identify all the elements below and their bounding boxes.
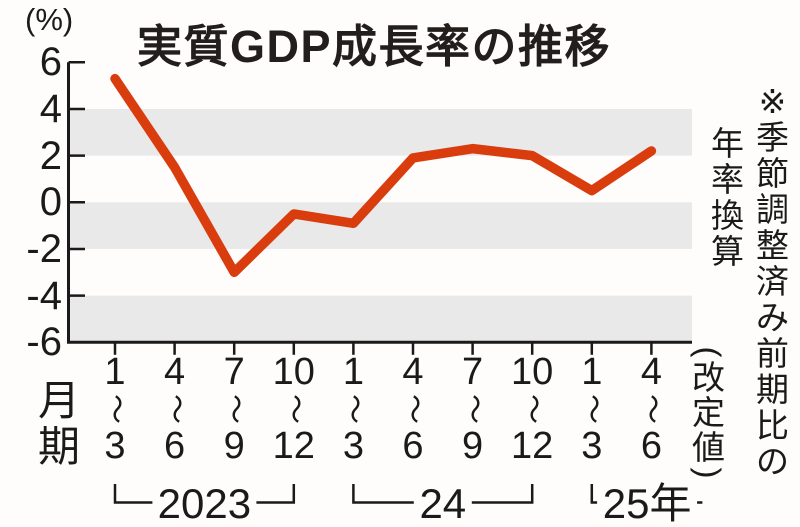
x-tick-label: 10 〜 12 [511, 353, 553, 465]
vertical-char: の [756, 443, 789, 480]
x-tick-label: 7 〜 9 [456, 351, 490, 467]
year-label: 24 [419, 480, 466, 527]
y-tick-label: -2 [26, 226, 62, 271]
shaded-bands [69, 108, 692, 343]
month-start: 10 [511, 351, 554, 393]
revised-value-note: (改定値) [690, 344, 728, 481]
vertical-char: 調 [756, 191, 789, 228]
vertical-char: 比 [756, 407, 789, 444]
x-tick-label: 7 〜 9 [218, 351, 252, 467]
vertical-char: み [756, 299, 789, 336]
vertical-char: 改 [692, 359, 725, 396]
month-end: 12 [272, 425, 315, 467]
month-end: 6 [402, 425, 424, 467]
y-tick-label: -6 [26, 320, 62, 365]
vertical-char: 季 [756, 119, 789, 156]
vertical-char: 前 [756, 335, 789, 372]
x-axis-title: 月期 [38, 378, 80, 470]
vertical-char: 換 [711, 197, 744, 234]
vertical-char: ※ [758, 83, 787, 120]
month-end: 9 [462, 425, 484, 467]
gdp-growth-data-line [110, 73, 657, 278]
y-tick-label: 0 [39, 180, 62, 225]
month-start: 1 [104, 351, 126, 393]
vertical-char: 定 [692, 394, 725, 431]
month-start: 7 [223, 351, 245, 393]
x-tick-label: 1 〜 3 [337, 351, 371, 467]
y-tick-label: 2 [39, 133, 62, 178]
month-start: 7 [462, 351, 484, 393]
range-tilde: 〜 [218, 394, 252, 424]
range-tilde: 〜 [99, 394, 132, 424]
x-tick-label: 1 〜 3 [575, 351, 609, 467]
month-start: 1 [342, 351, 364, 393]
range-tilde: 〜 [456, 394, 490, 424]
vertical-char: 済 [756, 263, 789, 300]
year-label: 2023 [158, 480, 251, 527]
side-note-annualized-rate: 年率換算 [711, 126, 744, 270]
year-label: 25年 [603, 480, 692, 527]
y-tick-label: 6 [39, 40, 62, 85]
vertical-char: 算 [711, 233, 744, 270]
y-tick-label: -4 [26, 273, 62, 318]
x-tick-label: 10 〜 12 [273, 353, 315, 465]
month-start: 4 [640, 351, 662, 393]
y-axis-unit-label: (%) [25, 2, 74, 37]
month-start: 4 [402, 351, 424, 393]
month-start: 4 [164, 351, 186, 393]
vertical-char: 節 [756, 155, 789, 192]
vertical-char: ) [690, 467, 728, 479]
month-end: 9 [223, 425, 245, 467]
month-start: 1 [581, 351, 603, 393]
year-brackets: 2023 24 25年 [113, 480, 703, 527]
x-tick-label: 4 〜 6 [158, 351, 192, 467]
range-tilde: 〜 [516, 394, 550, 424]
month-end: 3 [581, 425, 603, 467]
month-end: 6 [640, 425, 662, 467]
axes [67, 61, 692, 355]
vertical-char: 年 [711, 125, 744, 162]
range-tilde: 〜 [277, 394, 311, 424]
month-end: 6 [164, 425, 186, 467]
x-tick-label: 1 〜 3 [99, 351, 132, 467]
side-note-seasonal-adjustment: ※ 季節調整済み前期比の [756, 84, 789, 480]
range-tilde: 〜 [337, 394, 371, 424]
vertical-char: 値 [692, 429, 725, 466]
range-tilde: 〜 [397, 394, 430, 424]
month-end: 12 [511, 425, 554, 467]
month-start: 10 [272, 351, 315, 393]
vertical-char: 月 [38, 377, 81, 424]
range-tilde: 〜 [575, 394, 609, 424]
vertical-char: 率 [711, 161, 744, 198]
vertical-char: ( [690, 346, 728, 358]
vertical-char: 整 [756, 227, 789, 264]
month-end: 3 [342, 425, 364, 467]
x-tick-label: 4 〜 6 [397, 351, 430, 467]
chart-title: 実質GDP成長率の推移 [137, 21, 612, 72]
range-tilde: 〜 [635, 394, 669, 424]
x-tick-label: 4 〜 6 [635, 351, 669, 467]
y-tick-label: 4 [39, 86, 62, 131]
vertical-char: 期 [38, 423, 81, 470]
vertical-char: 期 [756, 371, 789, 408]
month-end: 3 [104, 425, 126, 467]
range-tilde: 〜 [158, 394, 192, 424]
